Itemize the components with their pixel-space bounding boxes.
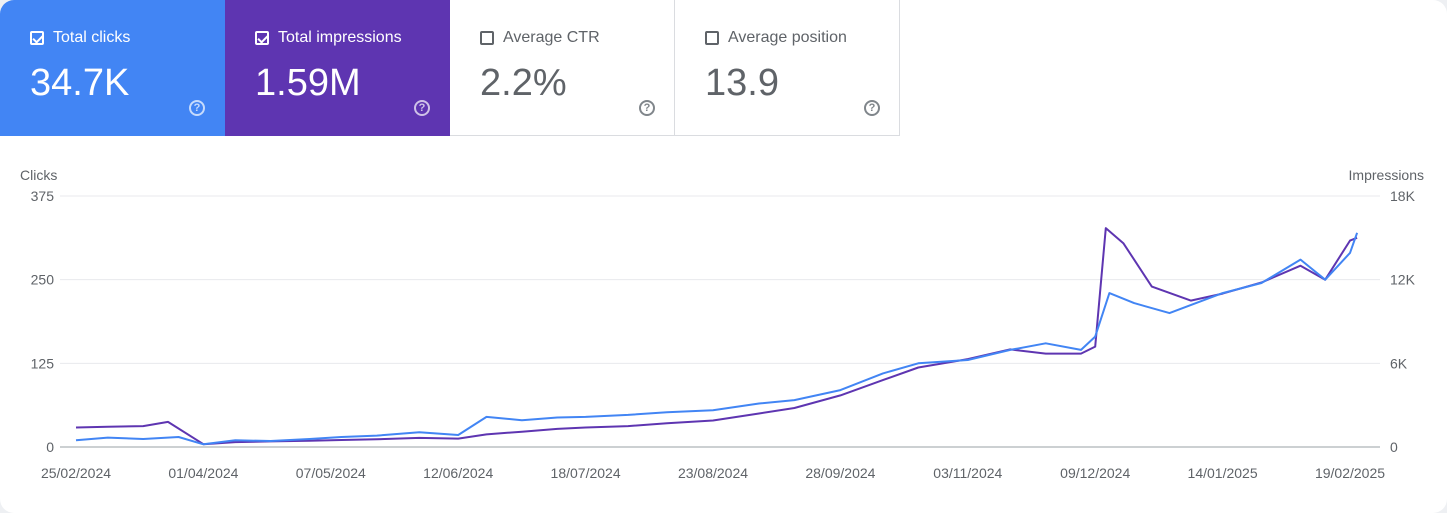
help-icon[interactable]: ? — [864, 100, 880, 116]
metric-value: 34.7K — [30, 62, 130, 104]
x-tick-label: 23/08/2024 — [678, 465, 748, 481]
metric-card-average-ctr[interactable]: Average CTR 2.2% ? — [450, 0, 675, 136]
metric-card-total-clicks[interactable]: Total clicks 34.7K ? — [0, 0, 225, 136]
y-right-tick-label: 0 — [1390, 439, 1398, 455]
checkbox-unchecked-icon[interactable] — [705, 31, 719, 45]
help-icon[interactable]: ? — [639, 100, 655, 116]
metric-cards: Total clicks 34.7K ? Total impressions 1… — [0, 0, 900, 137]
checkbox-checked-icon[interactable] — [30, 31, 44, 45]
x-tick-label: 25/02/2024 — [41, 465, 111, 481]
x-tick-label: 28/09/2024 — [805, 465, 875, 481]
x-tick-label: 14/01/2025 — [1188, 465, 1258, 481]
x-tick-label: 07/05/2024 — [296, 465, 366, 481]
metric-card-average-position[interactable]: Average position 13.9 ? — [675, 0, 900, 136]
metric-label: Total clicks — [53, 29, 131, 46]
x-tick-label: 09/12/2024 — [1060, 465, 1130, 481]
series-line-impressions — [75, 227, 1358, 446]
left-axis-title: Clicks — [20, 167, 58, 183]
metric-card-header: Total impressions — [255, 28, 402, 48]
x-tick-label: 01/04/2024 — [168, 465, 238, 481]
metric-value: 2.2% — [480, 62, 567, 104]
checkbox-unchecked-icon[interactable] — [480, 31, 494, 45]
x-tick-label: 18/07/2024 — [551, 465, 621, 481]
y-right-tick-label: 6K — [1390, 355, 1408, 371]
y-left-tick-label: 250 — [31, 272, 55, 288]
right-axis-title: Impressions — [1348, 167, 1424, 183]
metric-label: Total impressions — [278, 29, 402, 46]
help-icon[interactable]: ? — [189, 100, 205, 116]
metric-label: Average position — [728, 29, 847, 46]
metric-label: Average CTR — [503, 29, 600, 46]
metric-card-header: Total clicks — [30, 28, 130, 48]
metric-value: 13.9 — [705, 62, 779, 104]
metric-card-total-impressions[interactable]: Total impressions 1.59M ? — [225, 0, 450, 136]
metric-card-header: Average CTR — [480, 28, 600, 48]
y-left-tick-label: 0 — [46, 439, 54, 455]
y-left-tick-label: 375 — [31, 188, 55, 204]
y-left-tick-label: 125 — [31, 355, 55, 371]
help-icon[interactable]: ? — [414, 100, 430, 116]
metric-value: 1.59M — [255, 62, 361, 104]
y-right-tick-label: 18K — [1390, 188, 1416, 204]
x-tick-label: 03/11/2024 — [933, 465, 1002, 481]
series-line-clicks — [75, 232, 1359, 446]
x-tick-label: 12/06/2024 — [423, 465, 493, 481]
y-right-tick-label: 12K — [1390, 272, 1416, 288]
checkbox-checked-icon[interactable] — [255, 31, 269, 45]
metric-card-header: Average position — [705, 28, 847, 48]
x-tick-label: 19/02/2025 — [1315, 465, 1385, 481]
